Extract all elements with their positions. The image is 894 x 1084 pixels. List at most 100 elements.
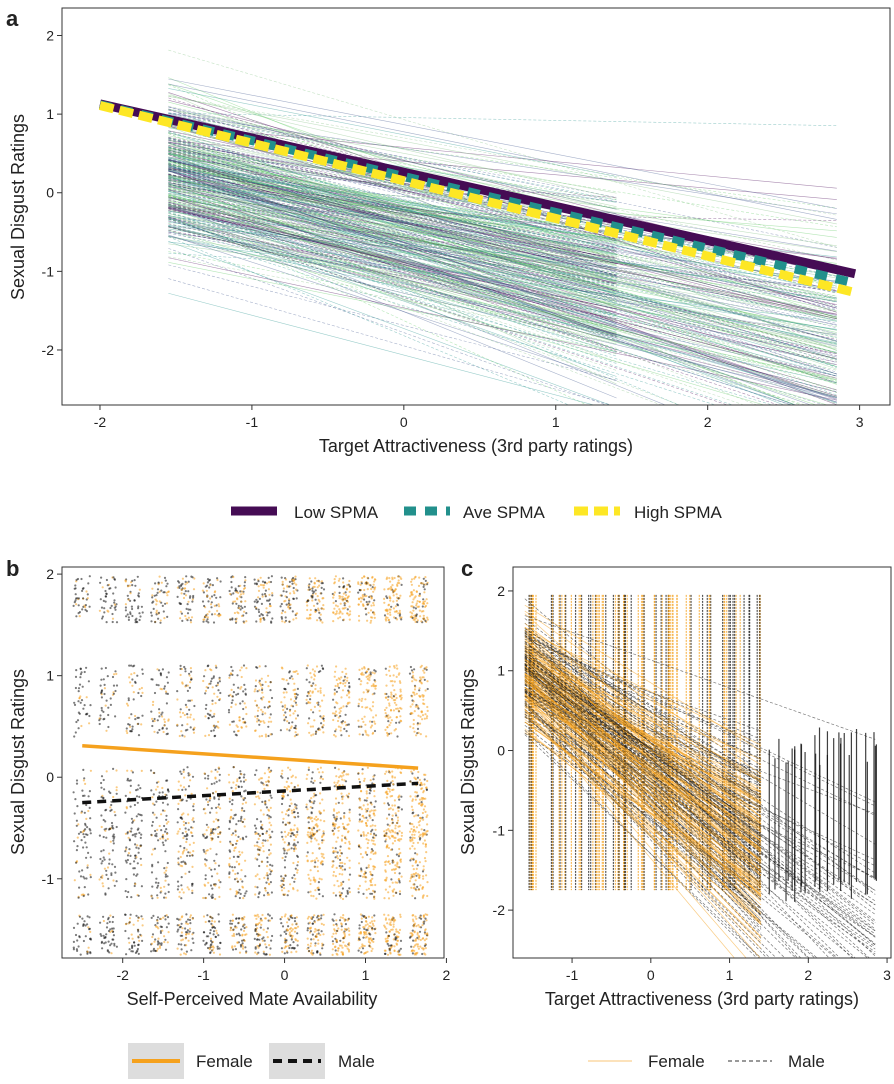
data-point [232, 928, 235, 931]
data-point [371, 819, 374, 822]
data-point [79, 667, 82, 670]
data-point [370, 851, 373, 854]
data-point [236, 778, 239, 781]
data-point [365, 790, 368, 793]
data-point [422, 695, 425, 698]
data-point [156, 591, 159, 595]
data-point [178, 734, 181, 738]
data-point [388, 577, 391, 580]
data-point [398, 890, 402, 893]
data-point [76, 845, 79, 848]
data-point [322, 588, 326, 591]
data-point [231, 934, 234, 937]
individual-line [168, 193, 837, 313]
data-point [410, 873, 413, 877]
data-point [204, 864, 207, 867]
individual-line [168, 162, 837, 384]
data-point [188, 843, 191, 846]
data-point [320, 607, 323, 610]
data-point [79, 875, 83, 878]
data-point [81, 794, 85, 798]
data-point [420, 783, 424, 787]
data-point [165, 866, 168, 869]
data-point [188, 927, 192, 930]
data-point [78, 886, 81, 889]
data-point [268, 799, 271, 802]
data-point [373, 919, 376, 923]
data-point [417, 802, 420, 805]
data-point [240, 809, 244, 812]
data-point [215, 853, 218, 856]
data-point [264, 733, 267, 736]
data-point [348, 866, 351, 870]
data-point [369, 779, 372, 782]
data-point [103, 611, 106, 614]
data-point [78, 615, 81, 618]
data-point [258, 797, 261, 800]
data-point [294, 835, 298, 839]
individual-line [168, 208, 745, 405]
data-point [78, 870, 81, 873]
data-point [416, 794, 420, 797]
data-point [370, 724, 374, 727]
data-point [365, 810, 368, 813]
data-point [126, 613, 129, 616]
data-point [187, 932, 190, 935]
data-point [411, 612, 414, 615]
data-point [388, 704, 391, 707]
data-point [265, 607, 268, 610]
data-point [420, 610, 423, 613]
data-point [310, 780, 313, 783]
data-point [185, 617, 188, 621]
individual-line [168, 132, 837, 393]
data-point [242, 592, 245, 595]
data-point [337, 947, 340, 950]
data-point [234, 618, 237, 621]
data-point [281, 677, 284, 681]
data-point [256, 714, 259, 718]
individual-line [168, 174, 837, 367]
data-point [286, 894, 289, 897]
data-point [333, 675, 336, 678]
data-point [151, 724, 154, 728]
data-point [398, 611, 401, 615]
data-point [186, 728, 189, 731]
data-point [210, 782, 213, 786]
data-point [157, 927, 160, 930]
data-point [392, 868, 395, 871]
data-point [348, 840, 351, 844]
panel-a-y-label: Sexual Disgust Ratings [8, 114, 28, 300]
data-point [348, 696, 351, 699]
data-point [374, 722, 377, 725]
data-point [257, 580, 260, 583]
individual-line [168, 175, 837, 297]
data-point [185, 944, 188, 947]
data-point [424, 713, 427, 716]
data-point [234, 846, 237, 849]
data-point [256, 927, 259, 930]
data-point [294, 731, 297, 734]
data-point [341, 595, 344, 599]
data-point [75, 615, 78, 618]
data-point [386, 823, 389, 826]
data-point [233, 730, 236, 733]
data-point [150, 611, 153, 614]
data-point [131, 579, 134, 583]
data-point [362, 892, 365, 896]
data-point [392, 695, 395, 698]
data-point [206, 712, 209, 715]
data-point [232, 817, 235, 820]
data-point [412, 841, 415, 845]
data-point [283, 952, 286, 955]
data-point [115, 684, 119, 687]
individual-line [168, 197, 617, 329]
data-point [177, 808, 180, 811]
individual-line [168, 152, 797, 405]
data-point [393, 949, 396, 953]
data-point [154, 834, 157, 837]
data-point [240, 817, 243, 820]
individual-line [168, 125, 837, 309]
individual-line [168, 160, 837, 354]
individual-line [168, 160, 837, 396]
data-point [108, 852, 111, 855]
